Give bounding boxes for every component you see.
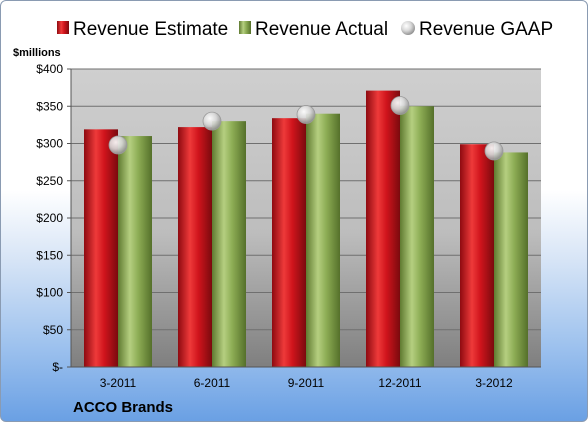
x-tick-label: 6-2011 bbox=[194, 376, 231, 390]
x-tick-label: 9-2011 bbox=[288, 376, 325, 390]
y-axis-unit-label: $millions bbox=[13, 47, 61, 59]
x-tick-label: 3-2012 bbox=[475, 376, 513, 390]
y-axis: $- $50 $100 $150 $200 $250 $300 $350 $400 bbox=[36, 62, 72, 374]
actual-bar bbox=[212, 121, 246, 368]
x-tick-label: 12-2011 bbox=[378, 376, 421, 390]
estimate-bar bbox=[460, 144, 494, 367]
legend-swatch-estimate bbox=[57, 21, 69, 34]
y-tick-label: $150 bbox=[36, 248, 63, 262]
actual-bar bbox=[306, 113, 340, 367]
actual-bar bbox=[400, 106, 434, 367]
y-tick-label: $200 bbox=[36, 211, 63, 225]
y-tick-label: $100 bbox=[36, 286, 63, 300]
gaap-marker bbox=[202, 111, 222, 131]
y-tick-label: $300 bbox=[36, 137, 63, 151]
legend-label-estimate: Revenue Estimate bbox=[73, 19, 228, 40]
legend-label-actual: Revenue Actual bbox=[255, 19, 388, 40]
company-name: ACCO Brands bbox=[73, 399, 173, 416]
legend-swatch-actual bbox=[239, 21, 251, 34]
y-tick-label: $400 bbox=[36, 62, 63, 76]
gaap-marker bbox=[108, 135, 128, 155]
legend-swatch-gaap bbox=[401, 21, 415, 35]
y-tick-label: $50 bbox=[43, 323, 63, 337]
legend: Revenue Estimate Revenue Actual Revenue … bbox=[57, 19, 553, 40]
gaap-marker bbox=[296, 105, 316, 124]
actual-bar bbox=[118, 136, 152, 367]
gaap-marker bbox=[484, 141, 504, 161]
x-axis: 3-2011 6-2011 9-2011 12-2011 3-2012 bbox=[71, 366, 541, 390]
bars bbox=[84, 90, 528, 368]
y-tick-label: $350 bbox=[36, 99, 63, 113]
gaap-marker bbox=[390, 96, 410, 115]
y-tick-label: $250 bbox=[36, 174, 63, 188]
x-tick-label: 3-2011 bbox=[100, 376, 137, 390]
actual-bar bbox=[494, 152, 528, 367]
y-tick-label: $- bbox=[52, 360, 63, 374]
estimate-bar bbox=[178, 127, 212, 367]
gaap-markers bbox=[108, 96, 504, 161]
estimate-bar bbox=[366, 90, 400, 367]
legend-label-gaap: Revenue GAAP bbox=[419, 19, 553, 40]
estimate-bar bbox=[272, 118, 306, 367]
estimate-bar bbox=[84, 129, 118, 367]
